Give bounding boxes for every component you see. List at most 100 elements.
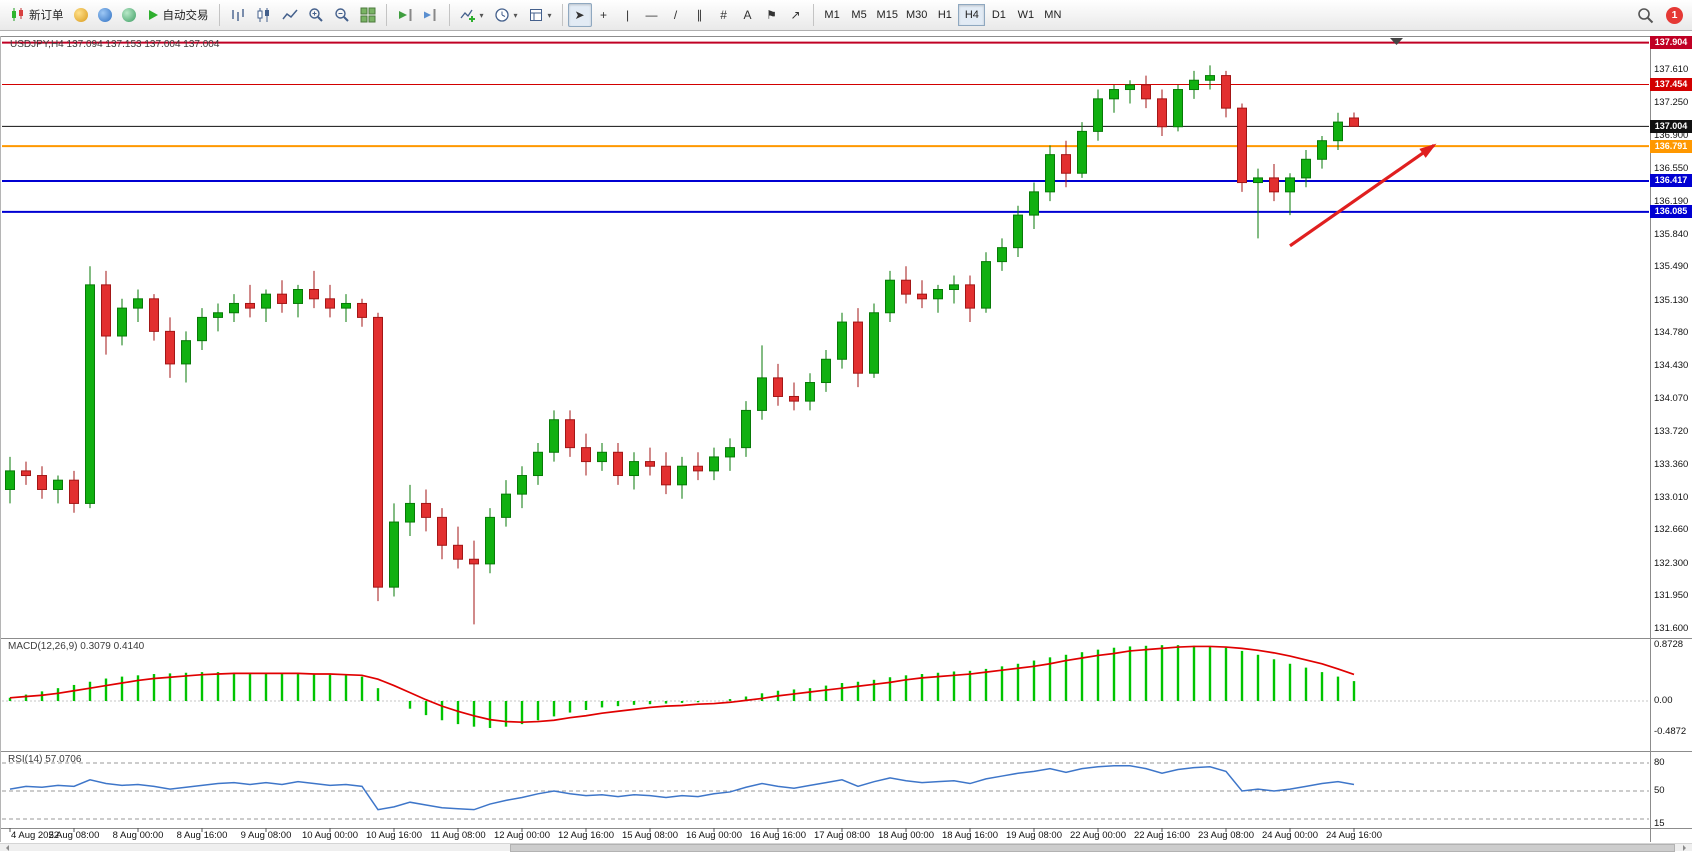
time-axis-label: 22 Aug 00:00 <box>1070 830 1126 841</box>
cursor-tool[interactable]: ➤ <box>567 3 592 27</box>
candlestick-chart-button[interactable] <box>251 3 277 27</box>
time-axis-label: 23 Aug 08:00 <box>1198 830 1254 841</box>
timeframe-button-d1[interactable]: D1 <box>991 9 1006 21</box>
price-tick: 132.660 <box>1654 524 1689 536</box>
candlestick-chart-icon <box>256 7 272 23</box>
time-axis-label: 11 Aug 08:00 <box>430 830 486 841</box>
time-axis-label: 12 Aug 00:00 <box>494 830 550 841</box>
price-tick: 137.250 <box>1654 97 1689 109</box>
rsi-axis-tick: 80 <box>1654 757 1665 768</box>
autotrade-label: 自动交易 <box>162 10 209 22</box>
periods-button[interactable]: ▾ <box>489 3 523 27</box>
time-axis-label: 19 Aug 08:00 <box>1006 830 1062 841</box>
price-tick: 131.600 <box>1654 623 1689 634</box>
indicators-icon <box>459 7 476 23</box>
templates-icon <box>528 7 544 23</box>
chart-shift-button[interactable] <box>418 3 444 27</box>
time-axis-label: 24 Aug 16:00 <box>1326 830 1382 841</box>
macd-axis-tick: 0.00 <box>1654 695 1673 706</box>
toolbar-separator <box>218 4 220 26</box>
search-button[interactable] <box>1632 3 1659 27</box>
timeframe-button-m5[interactable]: M5 <box>851 9 867 21</box>
tile-windows-button[interactable] <box>355 3 381 27</box>
search-icon <box>1637 7 1654 24</box>
vertical-line-tool[interactable]: | <box>625 8 630 22</box>
price-tick: 135.130 <box>1654 294 1689 306</box>
fibonacci-tool[interactable]: # <box>720 8 727 22</box>
new-order-button[interactable]: 新订单 <box>5 3 69 27</box>
trendline-tool[interactable]: / <box>673 8 678 22</box>
signals-icon <box>97 8 112 22</box>
new-order-label: 新订单 <box>29 10 64 22</box>
market-button[interactable] <box>69 3 93 27</box>
timeframe-button-m15[interactable]: M15 <box>876 9 898 21</box>
chart-shift-marker[interactable] <box>1390 38 1403 45</box>
horizontal-scrollbar[interactable] <box>0 843 1692 852</box>
time-axis-label: 4 Aug 2022 <box>10 830 60 841</box>
time-axis-label: 5 Aug 08:00 <box>48 830 100 841</box>
time-axis-label: 24 Aug 00:00 <box>1262 830 1318 841</box>
chevron-down-icon: ▾ <box>513 10 518 20</box>
text-tool[interactable]: A <box>743 8 752 22</box>
price-line-tag: 136.085 <box>1650 205 1692 219</box>
price-tick: 133.360 <box>1654 459 1689 471</box>
time-axis-label: 10 Aug 00:00 <box>302 830 358 841</box>
channel-tool[interactable]: ∥ <box>696 8 703 22</box>
scrollbar-right-arrow[interactable] <box>1683 845 1689 851</box>
time-axis-label: 10 Aug 16:00 <box>366 830 422 841</box>
macd-axis-tick: -0.4872 <box>1654 726 1687 738</box>
rsi-axis-tick: 50 <box>1654 785 1665 796</box>
drawing-tool-group: ➤ + | — / ∥ # A ⚑ ↗ <box>567 3 808 27</box>
price-tick: 132.300 <box>1654 557 1689 569</box>
toolbar-separator <box>812 4 814 26</box>
zoom-out-button[interactable] <box>329 3 355 27</box>
chart-title: USDJPY,H4 137.094 137.153 137.004 137.00… <box>10 39 220 50</box>
price-tick: 136.900 <box>1654 130 1689 142</box>
zoom-out-icon <box>334 7 350 23</box>
price-tick: 134.780 <box>1654 327 1689 339</box>
zoom-in-button[interactable] <box>303 3 329 27</box>
timeframe-button-w1[interactable]: W1 <box>1017 9 1035 21</box>
bar-chart-button[interactable] <box>225 3 251 27</box>
time-axis-label: 18 Aug 16:00 <box>942 830 998 841</box>
time-axis-label: 17 Aug 08:00 <box>814 830 870 841</box>
autotrade-button[interactable]: 自动交易 <box>141 3 214 27</box>
scrollbar-left-arrow[interactable] <box>3 845 9 851</box>
line-chart-icon <box>281 7 298 23</box>
new-order-icon <box>10 7 26 23</box>
crosshair-tool[interactable]: + <box>600 8 608 22</box>
macd-indicator-label: MACD(12,26,9) 0.3079 0.4140 <box>8 641 145 652</box>
price-tick: 137.610 <box>1654 64 1689 75</box>
label-tool[interactable]: ⚑ <box>766 8 777 22</box>
notification-badge[interactable]: 1 <box>1666 6 1683 24</box>
timeframe-button-h4[interactable]: H4 <box>958 4 986 26</box>
timeframe-button-h1[interactable]: H1 <box>937 9 952 21</box>
autotrade-icon <box>146 8 160 22</box>
price-tick: 134.430 <box>1654 359 1689 371</box>
price-line-tag: 137.904 <box>1650 36 1692 50</box>
arrows-tool[interactable]: ↗ <box>790 8 801 22</box>
community-button[interactable] <box>117 3 141 27</box>
price-tick: 135.840 <box>1654 228 1689 240</box>
tile-windows-icon <box>360 7 376 23</box>
price-tick: 136.550 <box>1654 162 1689 174</box>
chart-shift-icon <box>423 7 439 23</box>
auto-scroll-button[interactable] <box>392 3 418 27</box>
price-tick: 134.070 <box>1654 393 1689 405</box>
templates-button[interactable]: ▾ <box>523 3 557 27</box>
toolbar-right-group: 1 <box>1632 3 1687 27</box>
price-line-tag: 136.417 <box>1650 174 1692 188</box>
current-price-tag: 137.004 <box>1650 119 1692 133</box>
time-axis-label: 9 Aug 08:00 <box>240 830 292 841</box>
indicators-button[interactable]: ▾ <box>455 3 489 27</box>
line-chart-button[interactable] <box>277 3 303 27</box>
timeframe-button-m1[interactable]: M1 <box>824 9 840 21</box>
timeframe-button-mn[interactable]: MN <box>1044 9 1062 21</box>
rsi-indicator-label: RSI(14) 57.0706 <box>8 754 82 765</box>
toolbar-separator <box>385 4 387 26</box>
horizontal-line-tool[interactable]: — <box>645 8 658 22</box>
timeframe-button-m30[interactable]: M30 <box>905 9 928 21</box>
signals-button[interactable] <box>93 3 117 27</box>
